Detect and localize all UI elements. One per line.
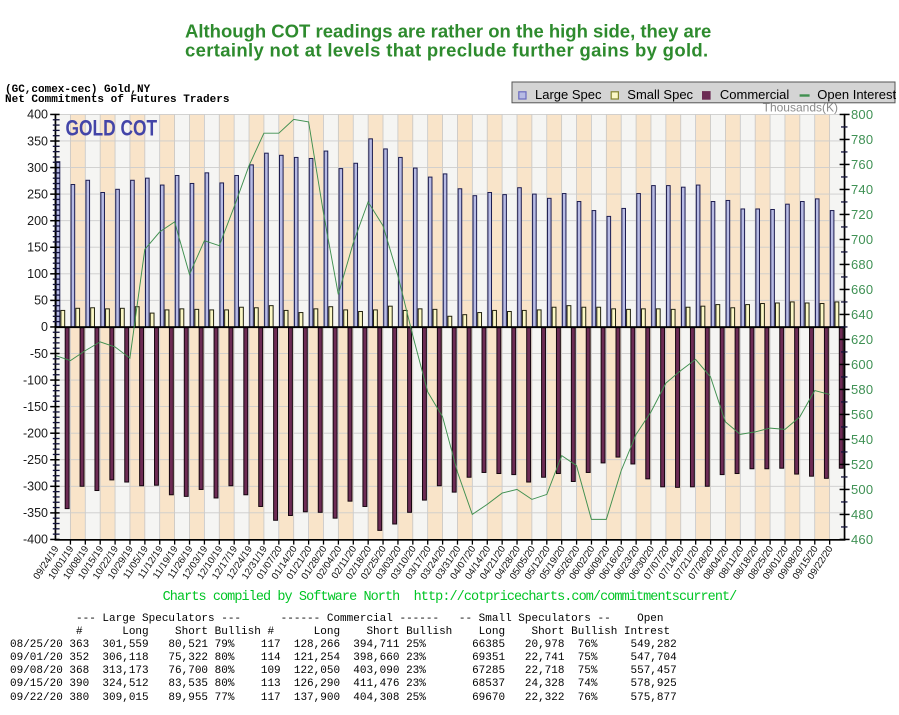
svg-text:-400: -400: [23, 533, 48, 547]
svg-text:Small Spec: Small Spec: [627, 87, 693, 102]
svg-text:300: 300: [27, 161, 48, 175]
svg-text:-300: -300: [23, 480, 48, 494]
svg-text:700: 700: [851, 232, 873, 247]
svg-text:-250: -250: [23, 453, 48, 467]
svg-text:660: 660: [851, 282, 873, 297]
svg-text:760: 760: [851, 157, 873, 172]
svg-text:560: 560: [851, 407, 873, 422]
svg-text:200: 200: [27, 214, 48, 228]
svg-text:(GC,comex-cec) Gold,NY: (GC,comex-cec) Gold,NY: [5, 84, 151, 96]
svg-text:250: 250: [27, 187, 48, 201]
svg-text:350: 350: [27, 134, 48, 148]
svg-text:600: 600: [851, 357, 873, 372]
svg-text:-100: -100: [23, 373, 48, 387]
svg-text:460: 460: [851, 532, 873, 547]
svg-text:GOLD COT: GOLD COT: [66, 117, 158, 141]
svg-text:Although COT readings are rath: Although COT readings are rather on the …: [185, 21, 711, 42]
svg-text:100: 100: [27, 267, 48, 281]
svg-text:720: 720: [851, 207, 873, 222]
svg-text:Commercial: Commercial: [720, 87, 789, 102]
svg-text:Open Interest: Open Interest: [817, 87, 896, 102]
svg-text:620: 620: [851, 332, 873, 347]
svg-text:580: 580: [851, 382, 873, 397]
svg-text:Thousands(K): Thousands(K): [763, 101, 838, 115]
svg-text:740: 740: [851, 182, 873, 197]
svg-text:-200: -200: [23, 426, 48, 440]
svg-text:0: 0: [41, 320, 48, 334]
svg-text:400: 400: [27, 108, 48, 122]
svg-text:-150: -150: [23, 400, 48, 414]
svg-text:150: 150: [27, 241, 48, 255]
svg-text:520: 520: [851, 457, 873, 472]
svg-text:500: 500: [851, 482, 873, 497]
svg-text:50: 50: [34, 294, 48, 308]
svg-text:480: 480: [851, 507, 873, 522]
svg-text:680: 680: [851, 257, 873, 272]
svg-text:certainly not at levels that p: certainly not at levels that preclude fu…: [185, 40, 709, 61]
svg-text:-350: -350: [23, 506, 48, 520]
svg-text:640: 640: [851, 307, 873, 322]
svg-text:-50: -50: [30, 347, 48, 361]
svg-text:Large Spec: Large Spec: [535, 87, 602, 102]
svg-text:Net Commitments of Futures Tra: Net Commitments of Futures Traders: [5, 94, 229, 106]
svg-text:800: 800: [851, 107, 873, 122]
svg-text:540: 540: [851, 432, 873, 447]
svg-text:780: 780: [851, 132, 873, 147]
